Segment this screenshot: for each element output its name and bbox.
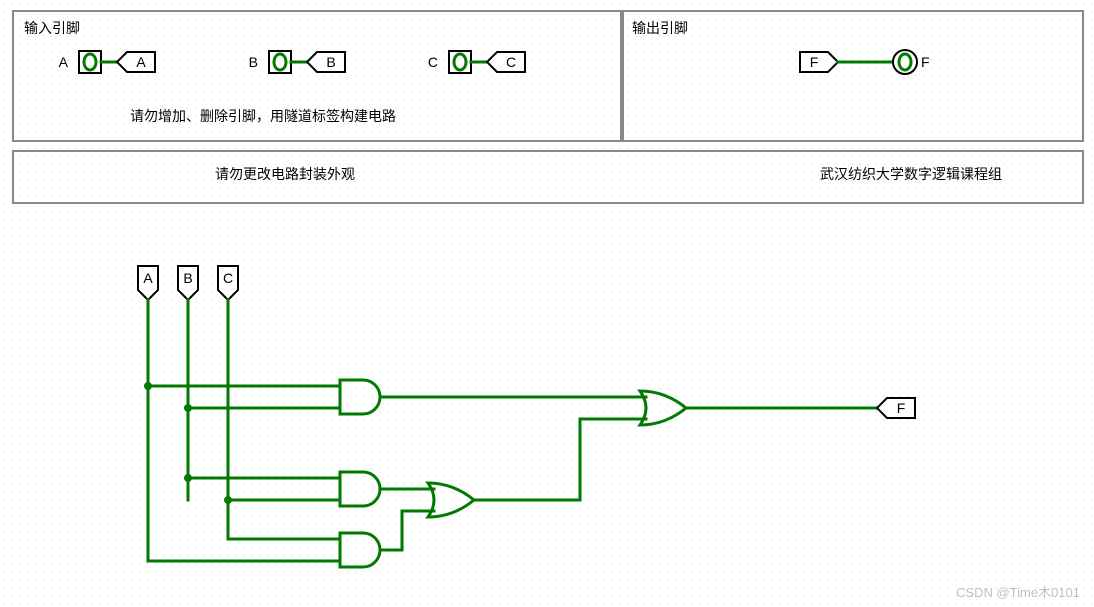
- svg-text:F: F: [897, 400, 906, 416]
- svg-text:C: C: [428, 54, 438, 70]
- svg-text:F: F: [810, 54, 819, 70]
- circuit-svg: A A B B C C F F A B C F: [0, 0, 1094, 607]
- svg-text:B: B: [249, 54, 258, 70]
- svg-text:A: A: [136, 54, 146, 70]
- svg-text:F: F: [921, 54, 930, 70]
- svg-text:A: A: [59, 54, 69, 70]
- svg-text:B: B: [326, 54, 335, 70]
- svg-text:B: B: [183, 270, 192, 286]
- svg-text:C: C: [223, 270, 233, 286]
- svg-text:C: C: [506, 54, 516, 70]
- watermark: CSDN @Time木0101: [956, 582, 1080, 601]
- svg-text:A: A: [143, 270, 153, 286]
